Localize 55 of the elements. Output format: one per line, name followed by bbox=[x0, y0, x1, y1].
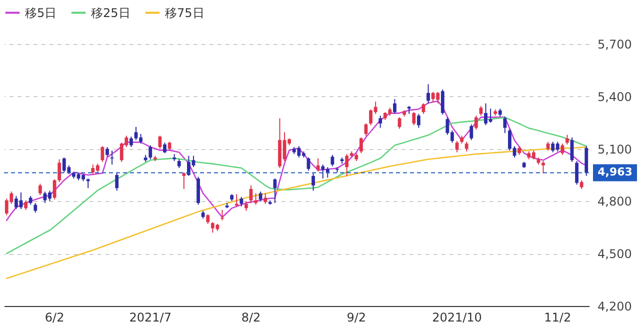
candlestick bbox=[206, 214, 210, 224]
candlestick bbox=[330, 154, 334, 167]
x-tick-label: 8/2 bbox=[241, 310, 261, 324]
x-tick-label: 2021/7 bbox=[129, 310, 172, 324]
candlestick bbox=[273, 178, 277, 204]
candlestick bbox=[393, 98, 396, 114]
x-tick-label: 6/2 bbox=[44, 310, 64, 324]
legend-label: 移75日 bbox=[165, 6, 204, 20]
x-tick-label: 2021/10 bbox=[432, 310, 482, 324]
y-tick-label: 5,700 bbox=[598, 38, 632, 52]
y-tick-label: 4,800 bbox=[598, 194, 632, 209]
candlestick bbox=[359, 136, 363, 154]
candlestick bbox=[412, 112, 416, 126]
legend-label: 移5日 bbox=[25, 6, 57, 20]
candlestick bbox=[34, 202, 38, 214]
x-tick-label: 9/2 bbox=[346, 310, 366, 324]
candlestick bbox=[426, 84, 430, 104]
candlestick bbox=[115, 172, 119, 192]
candlestick bbox=[110, 150, 114, 166]
candlestick bbox=[503, 116, 507, 134]
candlestick bbox=[249, 184, 253, 204]
candlestick bbox=[182, 172, 186, 190]
candlestick bbox=[566, 134, 569, 145]
candlestick bbox=[316, 158, 320, 172]
candlestick bbox=[258, 191, 262, 202]
candlestick bbox=[163, 142, 166, 154]
candlestick bbox=[464, 141, 468, 152]
candlestick bbox=[440, 88, 444, 116]
y-tick-label: 5,100 bbox=[598, 142, 632, 156]
ref-line-label: 4,963 bbox=[598, 166, 632, 179]
legend-label: 移25日 bbox=[91, 6, 130, 20]
candlestick bbox=[244, 200, 248, 212]
candlestick bbox=[560, 143, 564, 156]
candlestick bbox=[474, 115, 478, 130]
candlestick bbox=[575, 160, 578, 186]
candlestick bbox=[398, 116, 402, 130]
candlestick bbox=[470, 124, 474, 141]
x-tick-label: 11/2 bbox=[544, 310, 572, 324]
candlestick bbox=[58, 158, 62, 182]
y-tick-label: 4,200 bbox=[598, 300, 632, 314]
candlestick bbox=[38, 183, 42, 196]
candlestick bbox=[312, 172, 315, 192]
candlestick bbox=[148, 144, 152, 160]
candlestick bbox=[254, 192, 258, 206]
candlestick bbox=[240, 196, 244, 207]
candlestick bbox=[106, 146, 109, 158]
candlestick bbox=[542, 160, 545, 174]
candlestick bbox=[24, 200, 28, 210]
candlestick bbox=[264, 192, 268, 204]
y-tick-label: 4,500 bbox=[598, 247, 632, 262]
candlestick bbox=[378, 115, 382, 128]
y-tick-label: 5,400 bbox=[598, 90, 632, 104]
candlestick bbox=[416, 113, 420, 128]
candlestick bbox=[130, 136, 133, 148]
candlestick bbox=[345, 154, 349, 176]
